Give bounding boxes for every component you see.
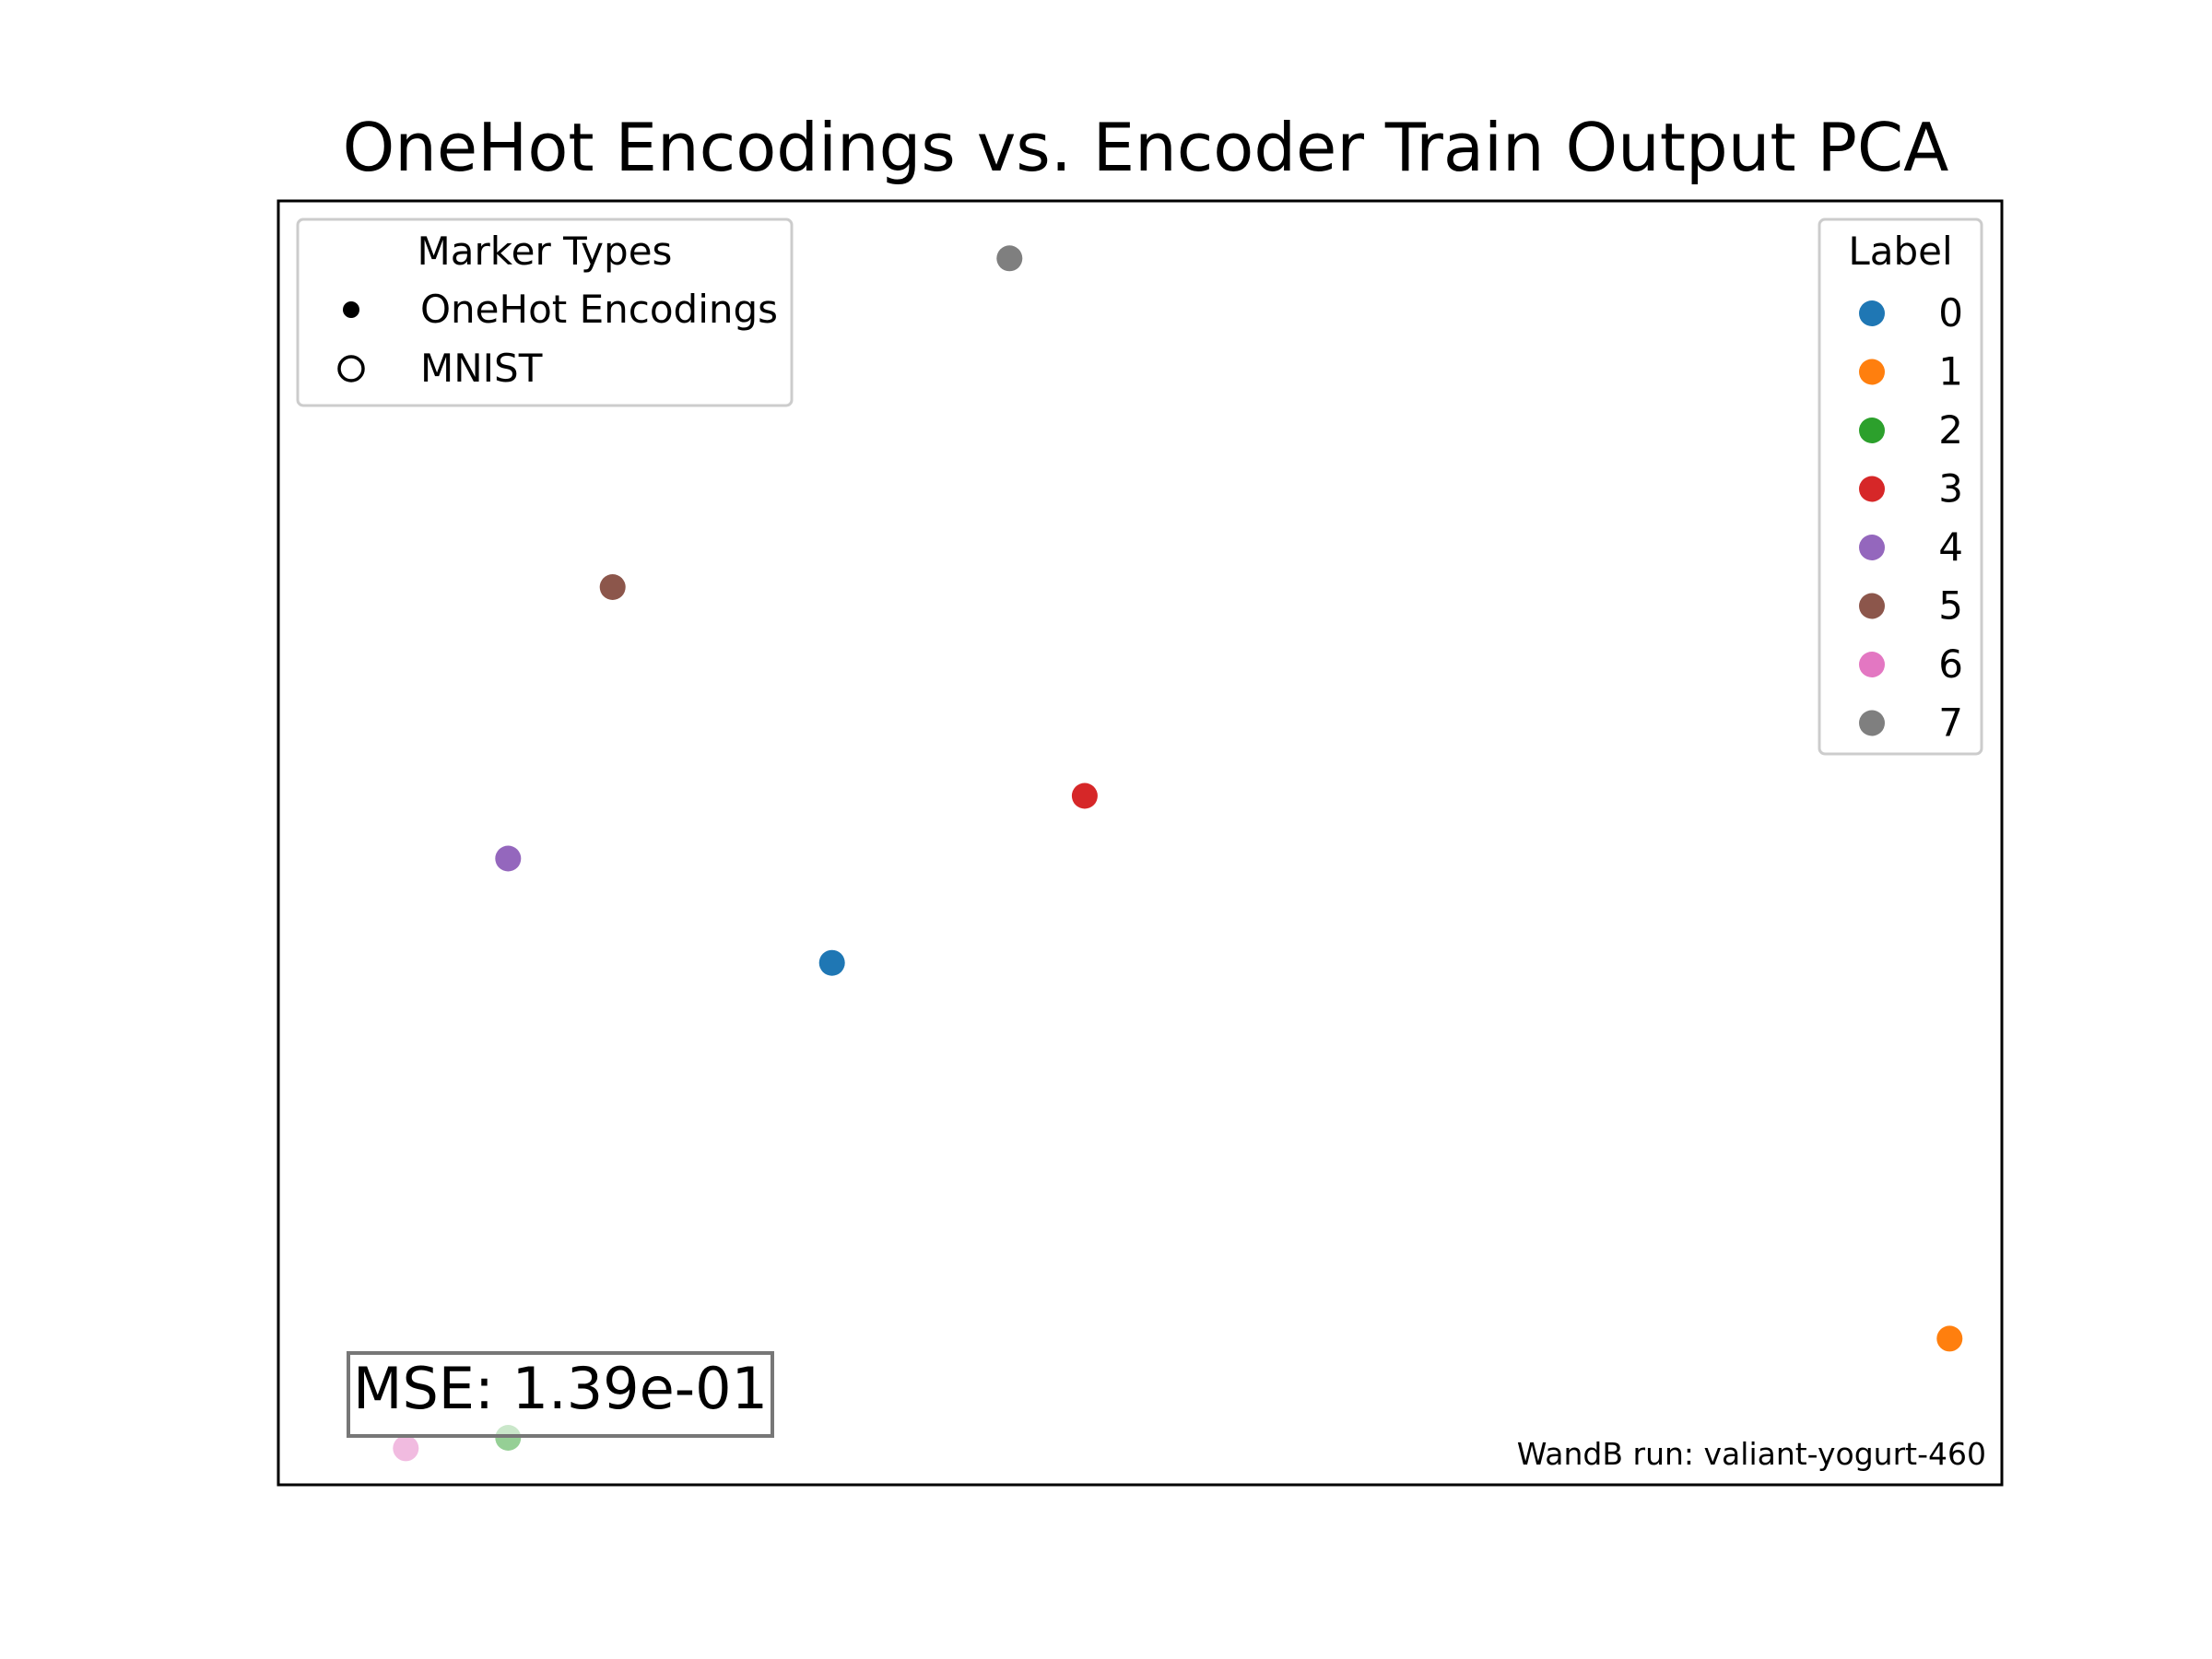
label-legend-box — [1818, 218, 1983, 756]
wandb-run-label: WandB run: valiant-yogurt-460 — [1517, 1436, 1986, 1472]
marker-legend-entry-onehot: OneHot Encodings — [420, 287, 778, 332]
legend-marker-3 — [1859, 476, 1885, 502]
marker-types-legend: Marker Types OneHot Encodings MNIST — [296, 218, 794, 407]
legend-label-4: 4 — [1938, 524, 1963, 570]
point-label-6 — [393, 1435, 419, 1462]
legend-marker-1 — [1859, 359, 1885, 385]
chart-title: OneHot Encodings vs. Encoder Train Outpu… — [343, 109, 1949, 186]
legend-label-7: 7 — [1938, 700, 1963, 746]
legend-label-5: 5 — [1938, 583, 1963, 629]
legend-marker-7 — [1859, 710, 1885, 736]
legend-marker-6 — [1859, 652, 1885, 677]
marker-legend-title: Marker Types — [418, 229, 673, 274]
filled-marker-icon — [343, 301, 359, 318]
legend-label-1: 1 — [1938, 349, 1963, 394]
label-legend-title: Label — [1848, 229, 1952, 274]
legend-marker-2 — [1859, 418, 1885, 443]
point-label-5 — [599, 574, 626, 600]
legend-marker-4 — [1859, 535, 1885, 560]
label-legend: Label 0 1 2 3 4 5 6 7 — [1818, 218, 1983, 756]
legend-label-6: 6 — [1938, 641, 1963, 687]
legend-label-3: 3 — [1938, 466, 1963, 512]
mse-box — [347, 1351, 774, 1438]
legend-label-0: 0 — [1938, 290, 1963, 335]
point-label-7 — [996, 245, 1023, 272]
legend-marker-0 — [1859, 300, 1885, 326]
point-label-3 — [1071, 782, 1098, 809]
point-label-1 — [1936, 1325, 1963, 1352]
point-label-0 — [818, 949, 845, 976]
marker-legend-entry-mnist: MNIST — [420, 346, 543, 391]
mse-text: MSE: 1.39e-01 — [353, 1355, 768, 1422]
hollow-marker-icon — [337, 355, 365, 382]
legend-label-2: 2 — [1938, 407, 1963, 453]
legend-marker-5 — [1859, 593, 1885, 619]
point-label-4 — [495, 845, 522, 872]
mse-annotation: MSE: 1.39e-01 — [347, 1351, 774, 1438]
marker-legend-box — [296, 218, 794, 407]
plot-area — [276, 199, 2004, 1487]
